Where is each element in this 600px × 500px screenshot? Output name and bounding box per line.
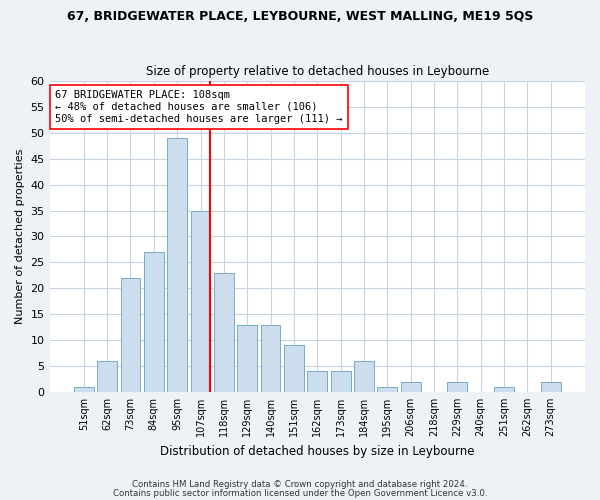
Bar bbox=[494, 386, 514, 392]
Text: Contains public sector information licensed under the Open Government Licence v3: Contains public sector information licen… bbox=[113, 489, 487, 498]
Bar bbox=[191, 210, 211, 392]
X-axis label: Distribution of detached houses by size in Leybourne: Distribution of detached houses by size … bbox=[160, 444, 475, 458]
Bar bbox=[377, 386, 397, 392]
Y-axis label: Number of detached properties: Number of detached properties bbox=[15, 149, 25, 324]
Bar bbox=[238, 324, 257, 392]
Bar bbox=[354, 361, 374, 392]
Bar bbox=[214, 273, 234, 392]
Bar bbox=[331, 371, 350, 392]
Bar bbox=[284, 346, 304, 392]
Bar bbox=[260, 324, 280, 392]
Bar bbox=[448, 382, 467, 392]
Text: Contains HM Land Registry data © Crown copyright and database right 2024.: Contains HM Land Registry data © Crown c… bbox=[132, 480, 468, 489]
Bar bbox=[541, 382, 560, 392]
Bar bbox=[97, 361, 117, 392]
Bar bbox=[401, 382, 421, 392]
Bar bbox=[307, 371, 327, 392]
Bar bbox=[144, 252, 164, 392]
Title: Size of property relative to detached houses in Leybourne: Size of property relative to detached ho… bbox=[146, 66, 489, 78]
Bar bbox=[167, 138, 187, 392]
Bar bbox=[121, 278, 140, 392]
Bar bbox=[74, 386, 94, 392]
Text: 67 BRIDGEWATER PLACE: 108sqm
← 48% of detached houses are smaller (106)
50% of s: 67 BRIDGEWATER PLACE: 108sqm ← 48% of de… bbox=[55, 90, 343, 124]
Text: 67, BRIDGEWATER PLACE, LEYBOURNE, WEST MALLING, ME19 5QS: 67, BRIDGEWATER PLACE, LEYBOURNE, WEST M… bbox=[67, 10, 533, 23]
